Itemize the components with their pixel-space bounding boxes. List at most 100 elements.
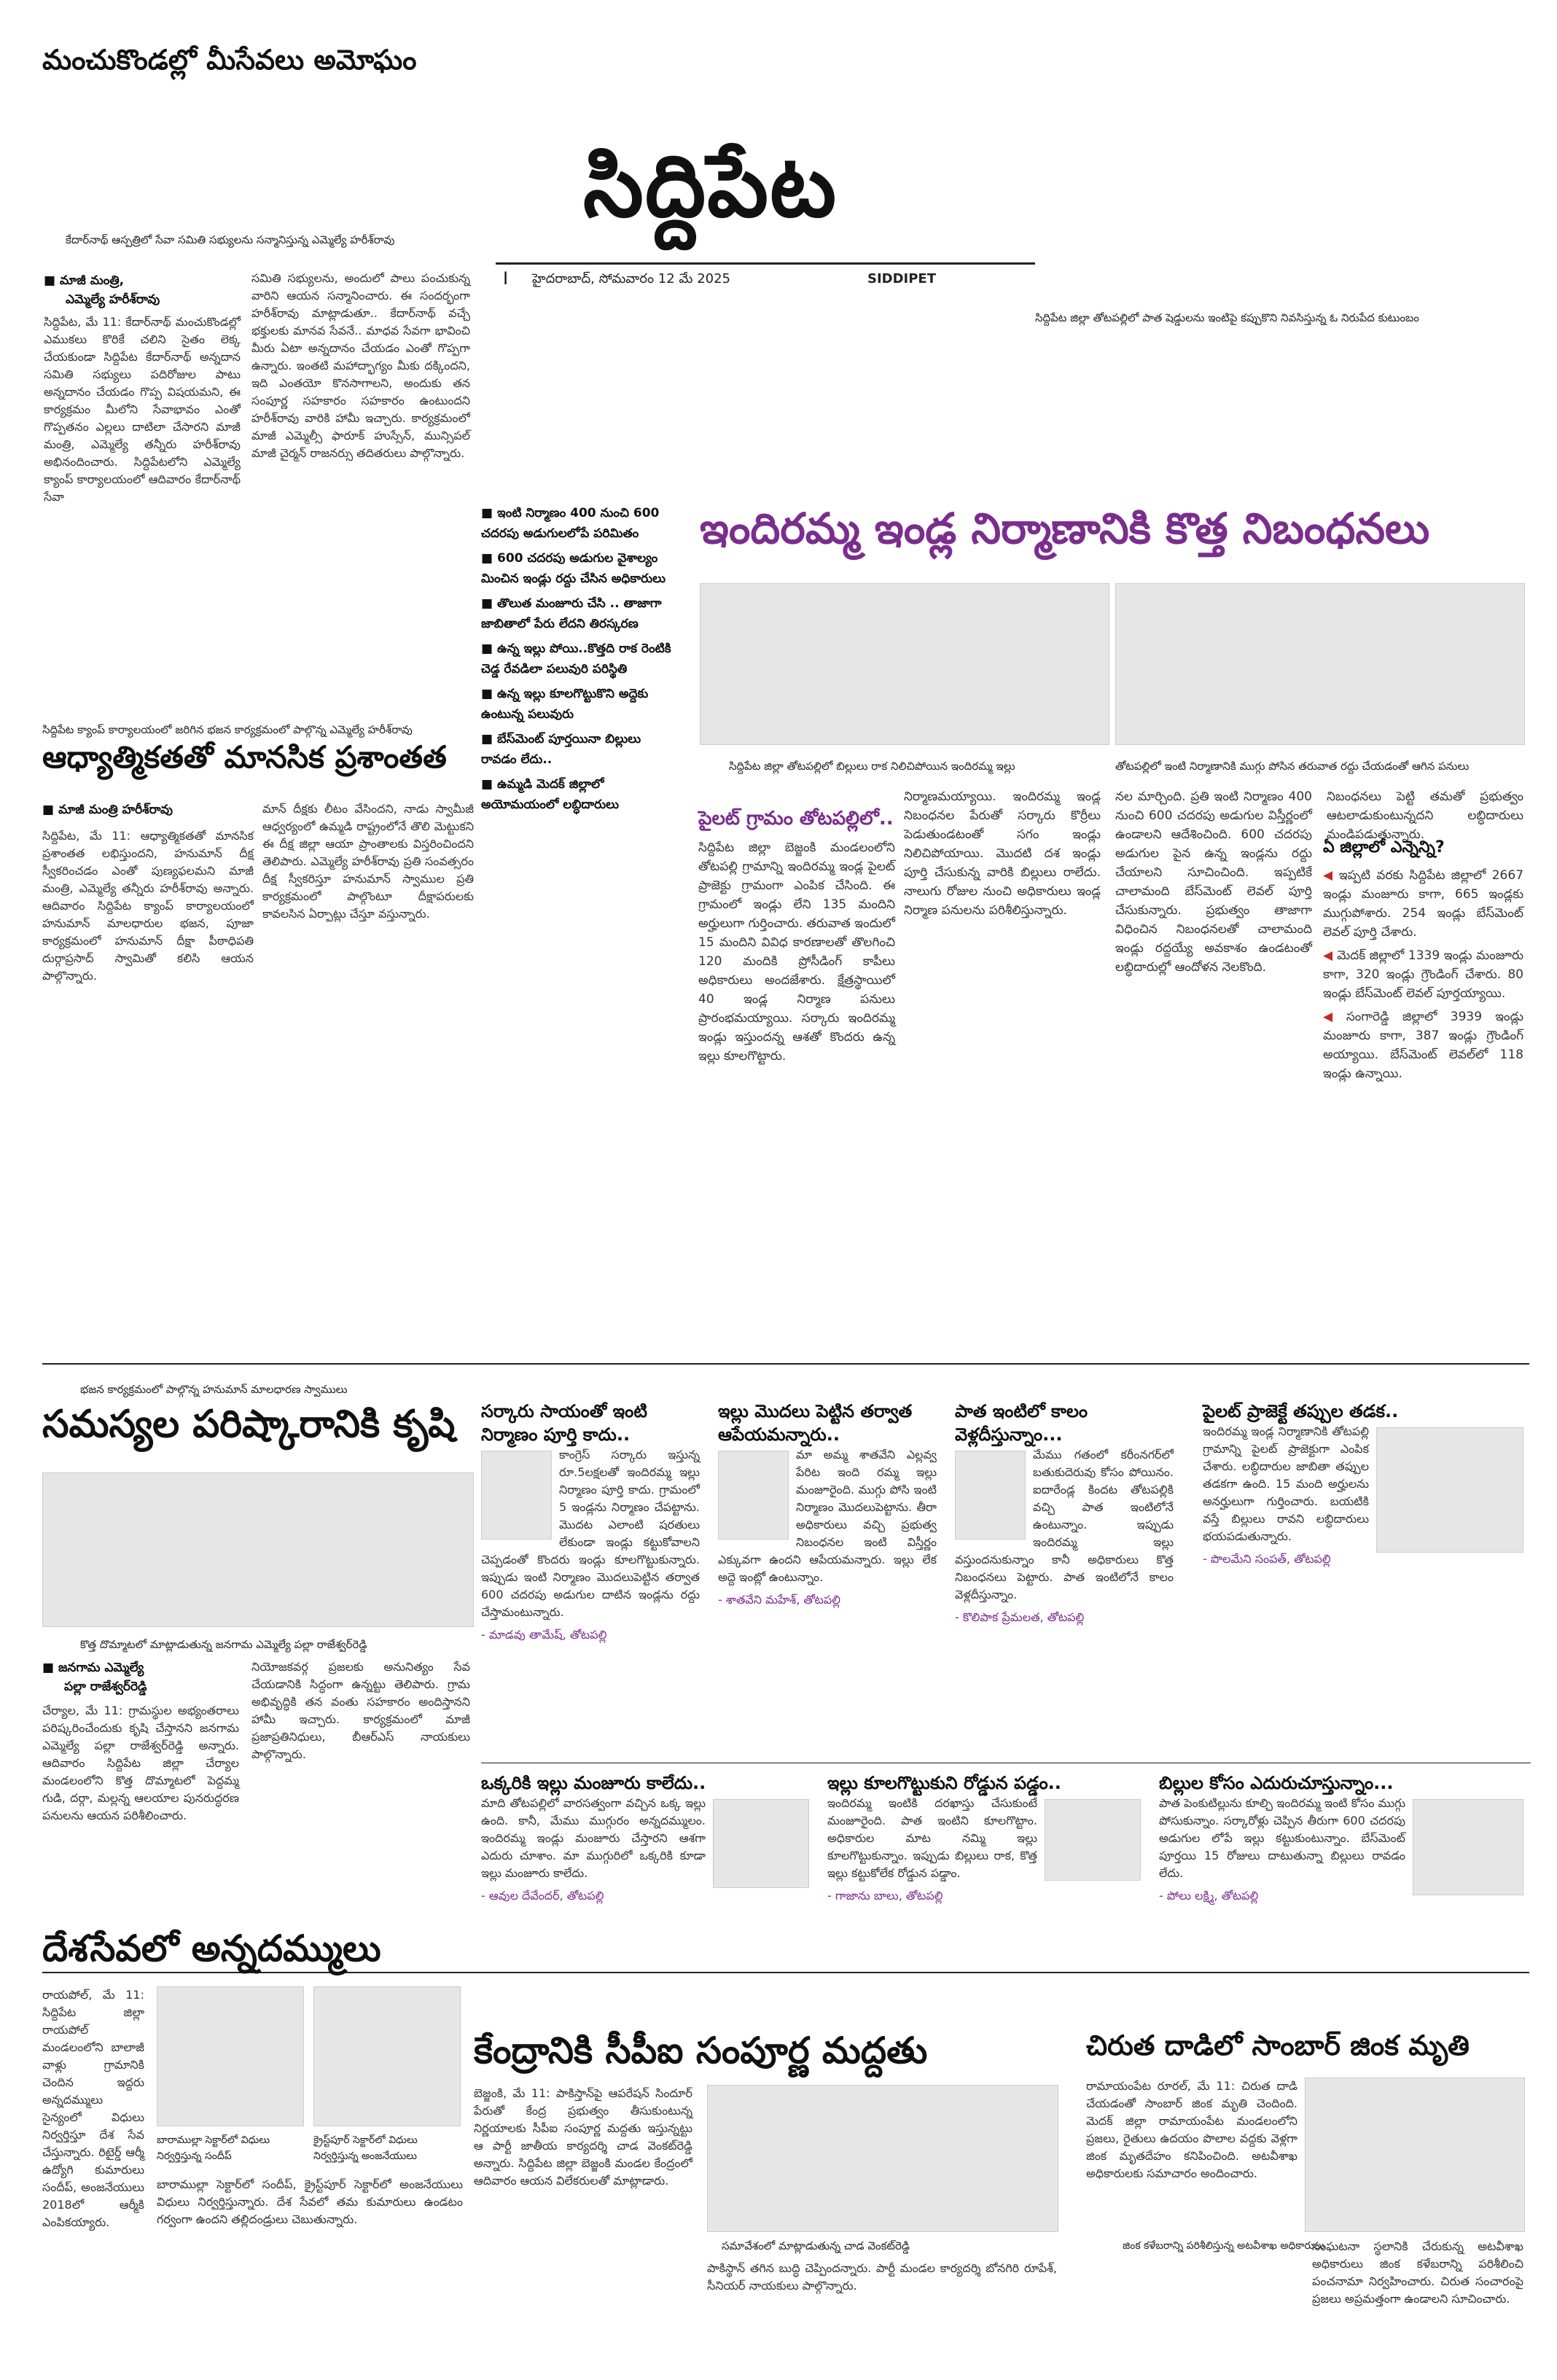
problems-byline: ■ జనగామ ఎమ్మెల్యే పల్లా రాజేశ్వర్‌రెడ్డి bbox=[42, 1658, 232, 1696]
quote-body: పాత పెంకుటిల్లును కూల్చి ఇందిరమ్మ ఇంటి క… bbox=[1159, 1796, 1405, 1880]
brothers-body-2: బారాముల్లా సెక్టార్‌లో సందీప్, క్రైస్ట్‌… bbox=[157, 2177, 463, 2226]
indiramma-headline: ఇందిరమ్మ ఇండ్ల నిర్మాణానికి కొత్త నిబంధన… bbox=[700, 504, 1430, 553]
stats-item: ◀ ఇప్పటి వరకు సిద్దిపేట జిల్లాలో 2667 ఇండ… bbox=[1323, 868, 1524, 940]
cpi-headline: కేంద్రానికి సీపీఐ సంపూర్ణ మద్దతు bbox=[474, 2029, 928, 2072]
quote-author: - పొలమేని సంపత్, తోటపల్లి bbox=[1203, 1552, 1331, 1566]
quote-story: ఇల్లు కూలగొట్టుకుని రోడ్డున పడ్డం.. ఇంది… bbox=[827, 1771, 1141, 1904]
bullet-item: ■ 600 చదరపు అడుగుల వైశాల్యం మించిన ఇండ్ల… bbox=[481, 551, 666, 586]
indiramma-kicker: పైలట్ గ్రామం తోటపల్లిలో.. bbox=[698, 808, 894, 830]
top-right-caption: సిద్దిపేట జిల్లా తోటపల్లిలో పాత షెడ్డులన… bbox=[1035, 311, 1419, 324]
quote-story: పాత ఇంటిలో కాలం వెళ్లదీస్తున్నాం... మేము… bbox=[955, 1400, 1174, 1626]
quote-author: - పోలు లక్ష్మి, తోటపల్లి bbox=[1159, 1889, 1259, 1903]
quote-author: - గాజాను బాలు, తోటపల్లి bbox=[827, 1889, 943, 1903]
top-left-col1: సిద్దిపేట, మే 11: కేదార్‌నాథ్ మంచుకొండల్… bbox=[44, 315, 241, 504]
quote-photo bbox=[1376, 1427, 1523, 1553]
byline-line2: ఎమ్మెల్యే హరీశ్‌రావు bbox=[66, 292, 160, 307]
problems-caption-2: కొత్త దొమ్మాటలో మాట్లాడుతున్న జనగామ ఎమ్మ… bbox=[80, 1638, 367, 1651]
indiramma-col-c: నల మార్చింది. ప్రతి ఇంటి నిర్మాణం 400 ను… bbox=[1115, 789, 1312, 975]
quote-photo bbox=[1413, 1799, 1523, 1895]
quote-body: ఇందిరమ్మ ఇండ్ల నిర్మాణానికి తోటపల్లి గ్ర… bbox=[1203, 1424, 1369, 1543]
deer-body-2: సంఘటనా స్థలానికి చేరుకున్న అటవీశాఖ అధికా… bbox=[1312, 2239, 1523, 2306]
brothers-caption-1: బారాముల్లా సెక్టార్‌లో విధులు నిర్వర్తిస… bbox=[157, 2134, 270, 2162]
indiramma-col-b: నిర్మాణమయ్యాయి. ఇందిరమ్మ ఇండ్ల నిబంధనల ప… bbox=[904, 789, 1101, 918]
quote-author: - ఆవుల దేవేందర్, తోటపల్లి bbox=[481, 1889, 604, 1903]
cpi-caption: సమావేశంలో మాట్లాడుతున్న చాడ వెంకట్‌రెడ్డ… bbox=[722, 2239, 910, 2252]
indiramma-photo-2 bbox=[1115, 583, 1525, 745]
bullet-item: ■ ఉమ్మడి మెదక్ జిల్లాలో అయోమయంలో లబ్ధిదా… bbox=[481, 777, 620, 812]
indiramma-photo-caption-1: సిద్దిపేట జిల్లా తోటపల్లిలో బిల్లులు రాక… bbox=[729, 760, 1015, 773]
bullet-item: ■ ఇంటి నిర్మాణం 400 నుంచి 600 చదరపు అడుగ… bbox=[481, 506, 660, 541]
quote-story: ఒక్కరికి ఇల్లు మంజూరు కాలేదు.. మాది తోటప… bbox=[481, 1771, 809, 1904]
cpi-body-2: పాకిస్థాన్ తగిన బుద్ధి చెప్పిందన్నారు. ప… bbox=[707, 2261, 1057, 2293]
problems-photo bbox=[42, 1472, 474, 1627]
spiritual-col1: సిద్దిపేట, మే 11: ఆధ్యాత్మికతతో మానసిక ప… bbox=[42, 829, 254, 983]
bullet-item: ■ బేస్‌మెంట్ పూర్తయినా బిల్లులు రావడం లే… bbox=[481, 732, 641, 767]
byline-line2: పల్లా రాజేశ్వర్‌రెడ్డి bbox=[64, 1679, 147, 1694]
quote-author: - కొలిపాక ప్రేమలత, తోటపల్లి bbox=[955, 1610, 1085, 1624]
section-rule bbox=[42, 1972, 1529, 1973]
deer-caption: జింక కళేబరాన్ని పరిశీలిస్తున్న అటవీశాఖ అ… bbox=[1123, 2240, 1325, 2252]
brothers-caption-2: క్రైస్ట్‌పూర్ సెక్టార్‌లో విధులు నిర్వర్… bbox=[313, 2134, 418, 2162]
bullet-item: ■ ఉన్న ఇల్లు పోయి..కొత్తది రాక రెంటికి చ… bbox=[481, 641, 671, 676]
problems-col2: నియోజకవర్గ ప్రజలకు అనునిత్యం సేవ చేయడాని… bbox=[251, 1660, 470, 1761]
brothers-photo-2 bbox=[313, 1986, 461, 2126]
quote-photo bbox=[1045, 1799, 1141, 1881]
indiramma-col-a: సిద్దిపేట జిల్లా బెజ్జంకి మండలంలోని తోటప… bbox=[698, 840, 895, 1064]
masthead-mark: I bbox=[503, 268, 509, 289]
brothers-headline: దేశసేవలో అన్నదమ్ములు bbox=[42, 1927, 381, 1970]
indiramma-bullets: ■ ఇంటి నిర్మాణం 400 నుంచి 600 చదరపు అడుగ… bbox=[481, 503, 678, 819]
quote-story: పైలట్ ప్రాజెక్టే తప్పుల తడక.. ఇందిరమ్మ ఇ… bbox=[1203, 1400, 1523, 1567]
quote-body: మేము గతంలో కరీంనగర్‌లో బతుకుదెరువు కోసం … bbox=[955, 1448, 1174, 1601]
quote-author: - శాతవేని మహేశ్, తోటపల్లి bbox=[718, 1593, 840, 1607]
quote-headline: బిల్లుల కోసం ఎదురుచూస్తున్నాం... bbox=[1159, 1773, 1394, 1793]
top-left-caption: కేదార్‌నాథ్ ఆస్పత్రిలో సేవా సమితి సభ్యుల… bbox=[66, 233, 395, 246]
deer-photo bbox=[1305, 2077, 1525, 2232]
quote-headline: ఒక్కరికి ఇల్లు మంజూరు కాలేదు.. bbox=[481, 1773, 706, 1793]
spiritual-byline: ■ మాజీ మంత్రి హరీశ్‌రావు bbox=[42, 803, 173, 817]
quote-photo bbox=[481, 1451, 552, 1540]
quote-headline: పైలట్ ప్రాజెక్టే తప్పుల తడక.. bbox=[1203, 1401, 1399, 1421]
quote-photo bbox=[955, 1451, 1026, 1540]
spiritual-col2: మాన్ దీక్షకు లీటం వేసిందని, నాడు స్వామీజ… bbox=[262, 802, 474, 921]
quote-headline: పాత ఇంటిలో కాలం వెళ్లదీస్తున్నాం... bbox=[955, 1401, 1088, 1445]
problems-col1: చేర్యాల, మే 11: గ్రామస్థుల అభ్యంతరాలు పర… bbox=[42, 1704, 239, 1822]
cpi-photo bbox=[707, 2085, 1058, 2232]
byline-line1: ■ జనగామ ఎమ్మెల్యే bbox=[42, 1661, 144, 1675]
indiramma-photo-1 bbox=[700, 583, 1109, 745]
quote-body: కాంగ్రెస్ సర్కారు ఇస్తున్న రూ.5లక్షలతో ఇ… bbox=[481, 1448, 700, 1619]
spiritual-headline: ఆధ్యాత్మికతతో మానసిక ప్రశాంతత bbox=[42, 739, 447, 775]
brothers-photo-1 bbox=[157, 1986, 304, 2126]
top-left-col2: సమితి సభ్యులను, అందులో పాలు పంచుకున్న వా… bbox=[251, 271, 470, 460]
quote-photo bbox=[713, 1799, 809, 1888]
quote-headline: ఇల్లు కూలగొట్టుకుని రోడ్డున పడ్డం.. bbox=[827, 1773, 1061, 1793]
stats-box: ఏ జిల్లాలో ఎన్నెన్ని? ◀ ఇప్పటి వరకు సిద్ద… bbox=[1323, 838, 1523, 1088]
quote-body: మాది తోటపల్లిలో వారసత్వంగా వచ్చిన ఒక్క ఇ… bbox=[481, 1796, 706, 1880]
deer-headline: చిరుత దాడిలో సాంబార్ జింక మృతి bbox=[1086, 2029, 1470, 2061]
quote-author: - మాడవు తామేష్, తోటపల్లి bbox=[481, 1628, 607, 1642]
indiramma-photo-caption-2: తోటపల్లిలో ఇంటి నిర్మాణానికి ముగ్గు పోసి… bbox=[1115, 760, 1470, 773]
problems-headline: సమస్యల పరిష్కారానికి కృషి bbox=[42, 1402, 456, 1446]
quote-body: మా అమ్మ శాతవేని ఎల్లవ్వ పేరిట ఇంది రమ్మ … bbox=[718, 1448, 937, 1584]
cpi-body: బెజ్జంకి, మే 11: పాకిస్తాన్‌పై ఆపరేషన్ స… bbox=[474, 2086, 692, 2188]
top-left-byline: ■ మాజీ మంత్రి, ఎమ్మెల్యే హరీశ్‌రావు bbox=[44, 271, 219, 309]
brothers-body: రాయపోల్, మే 11: సిద్దిపేట జిల్లా రాయపోల్… bbox=[42, 1988, 144, 2229]
section-rule bbox=[42, 1363, 1529, 1365]
problems-caption: భజన కార్యక్రమంలో పాల్గొన్న హనుమాన్ మాలధా… bbox=[80, 1383, 348, 1396]
masthead-kicker: మంచుకొండల్లో మీసేవలు అమోఘం bbox=[42, 44, 417, 76]
masthead-dateline: హైదరాబాద్, సోమవారం 12 మే 2025 bbox=[532, 271, 731, 286]
quote-headline: సర్కారు సాయంతో ఇంటి నిర్మాణం పూర్తి కాదు… bbox=[481, 1401, 647, 1445]
quote-story: బిల్లుల కోసం ఎదురుచూస్తున్నాం... పాత పెం… bbox=[1159, 1771, 1523, 1904]
bullet-item: ■ ఉన్న ఇల్లు కూలగొట్టుకొని అద్దెకు ఉంటున… bbox=[481, 687, 649, 722]
quote-body: ఇందిరమ్మ ఇంటికి దరఖాస్తు చేసుకుంటే మంజూర… bbox=[827, 1796, 1037, 1880]
stats-title: ఏ జిల్లాలో ఎన్నెన్ని? bbox=[1323, 838, 1445, 857]
quote-story: ఇల్లు మొదలు పెట్టిన తర్వాత ఆపేయమన్నారు..… bbox=[718, 1400, 937, 1608]
deer-body: రామాయంపేట రూరల్, మే 11: చిరుత దాడి చేయడం… bbox=[1086, 2079, 1298, 2180]
masthead-edition: SIDDIPET bbox=[867, 271, 937, 286]
quote-headline: ఇల్లు మొదలు పెట్టిన తర్వాత ఆపేయమన్నారు.. bbox=[718, 1401, 913, 1445]
quote-photo bbox=[718, 1451, 789, 1540]
quote-story: సర్కారు సాయంతో ఇంటి నిర్మాణం పూర్తి కాదు… bbox=[481, 1400, 700, 1643]
byline-line1: ■ మాజీ మంత్రి, bbox=[44, 273, 125, 288]
spiritual-caption: సిద్దిపేట క్యాంప్ కార్యాలయంలో జరిగిన భజన… bbox=[42, 723, 413, 736]
bullet-item: ■ తొలుత మంజూరు చేసి .. తాజాగా జాబితాలో ప… bbox=[481, 596, 662, 631]
indiramma-col-d: నిబంధనలు పెట్టి తమతో ప్రభుత్వం ఆటలాడుకుం… bbox=[1327, 789, 1523, 842]
